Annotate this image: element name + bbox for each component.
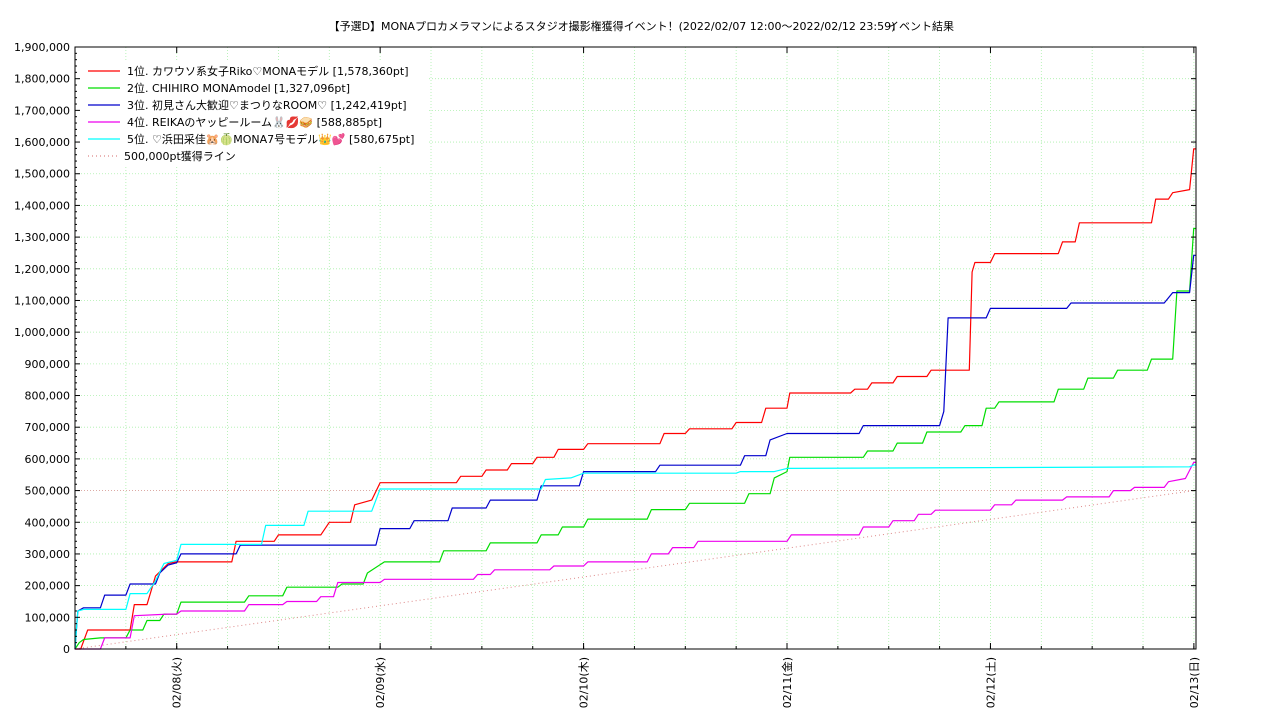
y-tick-label: 300,000 [25, 548, 71, 561]
legend-label: 5位. ♡浜田采佳🐹🍈MONA7号モデル👑💕 [580,675pt] [127, 132, 414, 146]
x-tick-label: 02/11(金) [780, 657, 794, 708]
legend-label: 2位. CHIHIRO MONAmodel [1,327,096pt] [127, 81, 350, 95]
legend-label: 500,000pt獲得ライン [124, 150, 236, 163]
legend-label: 1位. カワウソ系女子Riko♡MONAモデル [1,578,360pt] [127, 64, 409, 78]
y-tick-label: 1,700,000 [14, 104, 70, 117]
x-tick-label: 02/09(水) [374, 657, 387, 708]
y-tick-label: 800,000 [25, 390, 71, 403]
y-tick-label: 1,600,000 [14, 136, 70, 149]
y-tick-label: 900,000 [25, 358, 71, 371]
series-line-5 [74, 464, 1196, 650]
y-axis: 0 100,000 200,000 300,000 400,000 500,000 600,… [14, 41, 1196, 656]
reference-line [74, 490, 1196, 650]
y-tick-label: 0 [63, 643, 70, 656]
series-lines [74, 148, 1196, 650]
y-tick-label: 700,000 [25, 421, 71, 434]
plot-frame [74, 46, 1197, 650]
series-line-1 [75, 148, 1196, 650]
chart-subtitle: イベント結果 [888, 19, 954, 33]
y-tick-label: 1,800,000 [14, 73, 70, 86]
series-line-4 [75, 461, 1196, 650]
legend: 1位. カワウソ系女子Riko♡MONAモデル [1,578,360pt] 2位.… [80, 60, 428, 166]
chart-title: 【予選D】MONAプロカメラマンによるスタジオ撮影権獲得イベント！(2022/0… [329, 19, 896, 33]
y-tick-label: 1,200,000 [14, 263, 70, 276]
series-line-6 [74, 490, 1194, 650]
y-tick-label: 600,000 [25, 453, 71, 466]
y-tick-label: 1,000,000 [14, 326, 70, 339]
y-tick-label: 1,500,000 [14, 168, 70, 181]
x-tick-label: 02/13(日) [1188, 657, 1201, 708]
legend-label: 3位. 初見さん大歓迎♡まつりなROOM♡ [1,242,419pt] [127, 98, 407, 112]
series-line-3 [74, 254, 1196, 650]
y-tick-label: 200,000 [25, 580, 71, 593]
x-tick-label: 02/08(火) [171, 657, 184, 708]
y-tick-label: 100,000 [25, 611, 71, 624]
series-line-2 [74, 227, 1196, 650]
y-tick-label: 400,000 [25, 516, 71, 529]
y-tick-label: 500,000 [25, 485, 71, 498]
y-tick-label: 1,400,000 [14, 199, 70, 212]
x-tick-label: 02/10(木) [578, 657, 591, 708]
x-tick-label: 02/12(土) [984, 657, 997, 708]
y-tick-label: 1,300,000 [14, 231, 70, 244]
y-tick-label: 1,900,000 [14, 41, 70, 54]
y-tick-label: 1,100,000 [14, 294, 70, 307]
x-axis: 02/08(火) 02/09(水) 02/10(木) 02/11(金) 02/12(土)… [125, 47, 1201, 708]
legend-label: 4位. REIKAのヤッピールーム🐰💋🥪 [588,885pt] [127, 115, 382, 129]
legend-background [80, 60, 428, 166]
